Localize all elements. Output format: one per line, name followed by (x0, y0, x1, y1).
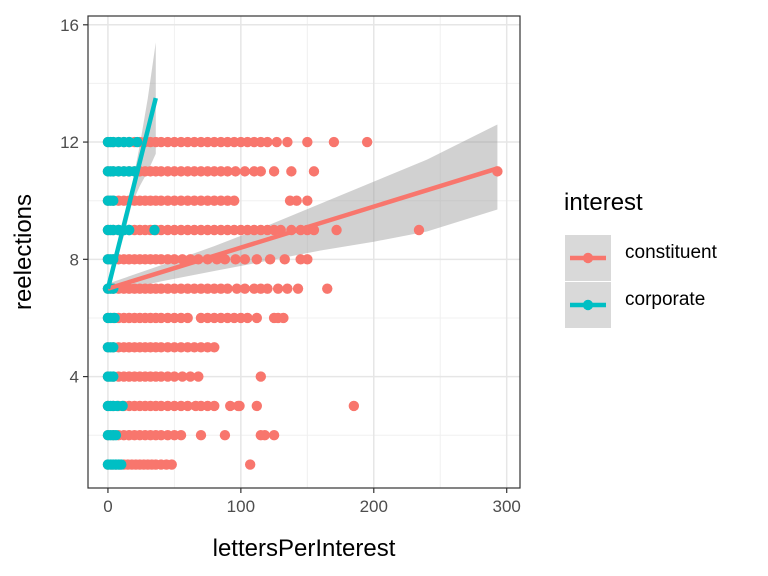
point-constituent (264, 254, 276, 265)
point-constituent (348, 400, 360, 412)
point-constituent (182, 312, 193, 324)
point-constituent (209, 400, 220, 412)
point-constituent (302, 136, 313, 148)
point-constituent (242, 312, 253, 324)
legend-title: interest (564, 189, 643, 216)
x-tick-label: 0 (103, 497, 112, 516)
y-tick-label: 8 (70, 250, 79, 269)
point-constituent (185, 371, 196, 382)
point-constituent (244, 459, 256, 470)
point-constituent (282, 283, 293, 294)
data-points (102, 136, 503, 470)
point-constituent (328, 136, 340, 148)
point-constituent (231, 283, 243, 294)
fit-lines (105, 97, 499, 291)
point-constituent (166, 459, 177, 470)
point-constituent (331, 224, 342, 236)
point-corporate (108, 342, 119, 353)
y-axis-title: reelections (10, 194, 37, 310)
point-constituent (182, 400, 193, 412)
point-constituent (268, 166, 280, 177)
point-corporate (109, 312, 120, 324)
point-constituent (209, 342, 220, 353)
point-constituent (175, 430, 187, 441)
point-constituent (286, 166, 297, 177)
x-tick-label: 100 (227, 497, 255, 516)
point-constituent (302, 254, 313, 265)
y-tick-label: 16 (60, 16, 79, 35)
x-tick-label: 200 (360, 497, 388, 516)
point-constituent (225, 400, 236, 412)
point-corporate (110, 430, 122, 441)
point-corporate (108, 195, 119, 206)
point-constituent (239, 283, 251, 294)
point-constituent (219, 254, 231, 265)
legend-label-corporate: corporate (625, 289, 705, 310)
point-constituent (177, 371, 188, 382)
point-constituent (239, 166, 251, 177)
point-constituent (282, 136, 293, 148)
y-tick-label: 4 (70, 368, 79, 387)
point-constituent (361, 136, 373, 148)
fit-line-constituent (107, 166, 499, 291)
point-corporate (124, 136, 135, 148)
point-constituent (292, 283, 304, 294)
point-constituent (268, 430, 280, 441)
point-constituent (234, 400, 245, 412)
point-constituent (230, 254, 241, 265)
legend-key-point-constituent (582, 252, 594, 264)
point-constituent (271, 136, 282, 148)
point-constituent (169, 371, 180, 382)
point-constituent (222, 166, 233, 177)
y-tick-label: 12 (60, 133, 79, 152)
point-constituent (259, 430, 270, 441)
point-corporate (108, 371, 119, 382)
point-corporate (149, 224, 160, 236)
legend: interest constituent corporate (564, 189, 718, 328)
point-constituent (195, 430, 207, 441)
point-constituent (255, 371, 266, 382)
point-constituent (251, 312, 263, 324)
point-constituent (177, 254, 188, 265)
x-axis-title: lettersPerInterest (213, 535, 396, 562)
point-constituent (219, 430, 231, 441)
point-constituent (262, 283, 273, 294)
point-constituent (308, 166, 320, 177)
legend-keys (565, 235, 611, 328)
confidence-band-constituent (107, 124, 498, 294)
axes: 0 100 200 300 4 8 12 16 (60, 16, 521, 516)
point-constituent (239, 254, 251, 265)
point-constituent (279, 254, 290, 265)
point-constituent (413, 224, 425, 236)
point-constituent (229, 195, 240, 206)
panel-border (87, 15, 521, 489)
point-constituent (291, 195, 302, 206)
point-corporate (124, 224, 135, 236)
point-constituent (230, 166, 241, 177)
legend-key-point-corporate (582, 299, 594, 311)
point-constituent (278, 312, 289, 324)
point-corporate (117, 400, 128, 412)
point-constituent (251, 254, 263, 265)
x-tick-label: 300 (493, 497, 521, 516)
point-corporate (116, 459, 127, 470)
point-constituent (272, 283, 284, 294)
legend-label-constituent: constituent (625, 242, 718, 263)
point-constituent (255, 166, 266, 177)
fit-line-corporate (105, 97, 158, 290)
point-constituent (302, 195, 313, 206)
point-constituent (262, 136, 273, 148)
point-constituent (169, 254, 180, 265)
point-constituent (251, 400, 263, 412)
point-constituent (322, 283, 333, 294)
point-corporate (131, 136, 143, 148)
point-constituent (193, 371, 204, 382)
point-constituent (222, 283, 233, 294)
